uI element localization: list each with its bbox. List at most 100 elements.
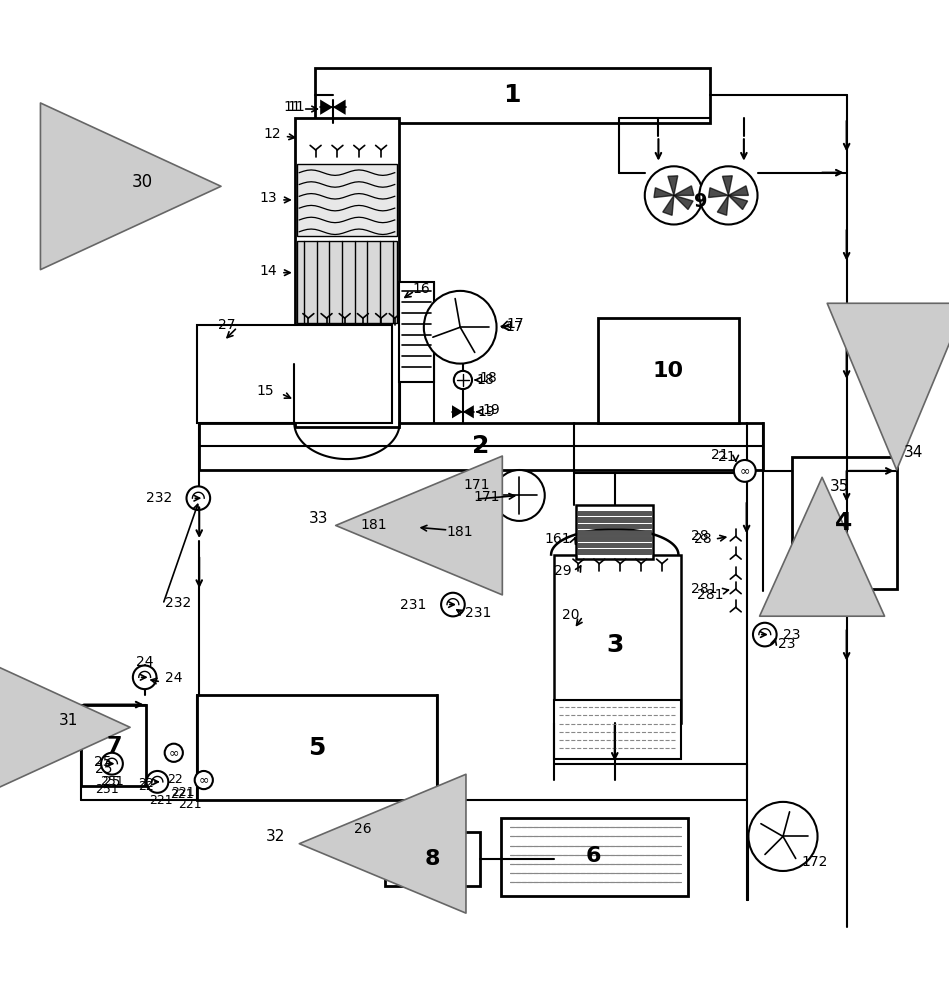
- Polygon shape: [729, 186, 749, 195]
- Bar: [554, 700, 681, 759]
- Text: 171: 171: [464, 478, 491, 492]
- Text: 232: 232: [165, 596, 191, 610]
- Circle shape: [734, 460, 755, 482]
- Bar: [196, 695, 437, 800]
- Text: 231: 231: [465, 606, 492, 620]
- Text: 8: 8: [424, 849, 439, 869]
- Text: 4: 4: [835, 511, 852, 535]
- Bar: [578, 549, 651, 554]
- Text: 181: 181: [447, 525, 474, 539]
- Text: 28: 28: [695, 532, 712, 546]
- Bar: [578, 543, 651, 547]
- Text: 24: 24: [136, 655, 154, 669]
- Text: 33: 33: [308, 511, 328, 526]
- Bar: [199, 423, 763, 470]
- Circle shape: [749, 802, 817, 871]
- Polygon shape: [668, 176, 678, 195]
- Text: 23: 23: [778, 637, 796, 651]
- Text: 26: 26: [354, 822, 372, 836]
- Text: 22: 22: [167, 773, 183, 786]
- Circle shape: [352, 833, 374, 855]
- Text: 221: 221: [170, 788, 194, 801]
- Circle shape: [397, 516, 415, 535]
- Bar: [315, 68, 710, 123]
- Bar: [501, 818, 687, 896]
- Text: 23: 23: [783, 628, 801, 642]
- Text: 172: 172: [801, 855, 828, 869]
- Circle shape: [424, 291, 496, 364]
- Text: 6: 6: [586, 846, 602, 866]
- Circle shape: [133, 665, 157, 689]
- Circle shape: [187, 486, 210, 510]
- Text: 12: 12: [264, 127, 281, 141]
- Text: 251: 251: [95, 783, 119, 796]
- Bar: [400, 282, 434, 382]
- Text: 3: 3: [606, 633, 623, 657]
- Polygon shape: [463, 405, 474, 418]
- Bar: [578, 530, 651, 535]
- Text: 19: 19: [477, 405, 495, 419]
- Text: 181: 181: [361, 518, 387, 532]
- Text: 20: 20: [562, 608, 579, 622]
- Polygon shape: [709, 188, 729, 198]
- Text: 2: 2: [473, 434, 490, 458]
- Text: ∞: ∞: [198, 774, 209, 787]
- Text: 29: 29: [554, 564, 572, 578]
- Bar: [554, 555, 681, 723]
- Text: 18: 18: [476, 373, 494, 387]
- Circle shape: [644, 166, 703, 224]
- Text: 31: 31: [59, 713, 79, 728]
- Polygon shape: [662, 195, 674, 215]
- Text: 13: 13: [260, 191, 277, 205]
- Text: 34: 34: [903, 445, 923, 460]
- Text: 18: 18: [479, 371, 497, 385]
- Text: 27: 27: [218, 318, 235, 332]
- Text: 1: 1: [503, 83, 521, 107]
- Text: 161: 161: [545, 532, 571, 546]
- Text: 21: 21: [711, 448, 729, 462]
- Polygon shape: [654, 188, 674, 198]
- Bar: [578, 536, 651, 541]
- Polygon shape: [452, 405, 463, 418]
- Text: 5: 5: [307, 736, 326, 760]
- Text: 17: 17: [506, 320, 523, 334]
- Text: 221: 221: [171, 786, 195, 799]
- Circle shape: [146, 771, 168, 793]
- Bar: [81, 705, 146, 786]
- Bar: [599, 318, 739, 423]
- Text: 11: 11: [288, 100, 306, 114]
- Text: 11: 11: [284, 100, 301, 114]
- Text: 251: 251: [100, 775, 123, 788]
- Text: 17: 17: [507, 317, 524, 331]
- Text: 25: 25: [94, 755, 111, 769]
- Text: 221: 221: [178, 798, 202, 811]
- Bar: [578, 511, 651, 515]
- Text: 9: 9: [695, 192, 708, 211]
- Text: 7: 7: [106, 736, 121, 756]
- Polygon shape: [729, 195, 748, 210]
- Bar: [296, 241, 398, 323]
- Circle shape: [101, 753, 122, 775]
- Text: 25: 25: [95, 762, 112, 776]
- Text: 14: 14: [260, 264, 277, 278]
- Circle shape: [454, 371, 472, 389]
- Text: 281: 281: [691, 582, 717, 596]
- Bar: [296, 164, 398, 236]
- Text: 22: 22: [139, 777, 155, 790]
- Text: 221: 221: [149, 794, 173, 807]
- Text: 16: 16: [413, 282, 431, 296]
- Bar: [196, 325, 392, 423]
- Bar: [576, 505, 653, 559]
- Text: 28: 28: [691, 529, 708, 543]
- Polygon shape: [333, 100, 345, 115]
- Text: 15: 15: [256, 384, 274, 398]
- Text: ∞: ∞: [739, 464, 750, 477]
- Text: 10: 10: [653, 361, 684, 381]
- Bar: [295, 118, 400, 427]
- Bar: [578, 517, 651, 522]
- Circle shape: [165, 744, 183, 762]
- Text: 30: 30: [132, 173, 153, 191]
- Text: ∞: ∞: [169, 746, 179, 759]
- Text: 25: 25: [103, 775, 121, 789]
- Circle shape: [441, 593, 465, 616]
